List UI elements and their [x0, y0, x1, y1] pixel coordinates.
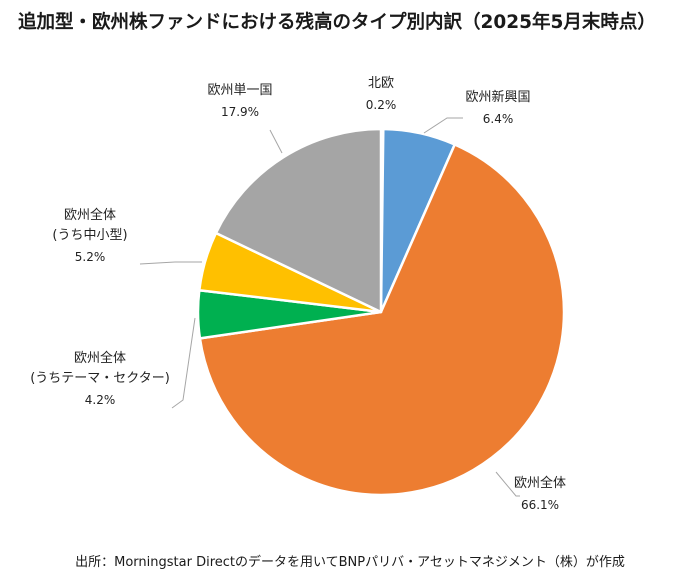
- slice-label-0-0: 北欧: [368, 76, 394, 91]
- chart-title: 追加型・欧州株ファンドにおける残高のタイプ別内訳（2025年5月末時点）: [18, 12, 656, 33]
- source-note: 出所：Morningstar Directのデータを用いてBNPパリバ・アセット…: [75, 555, 625, 570]
- slice-label-4-0: 欧州全体: [64, 207, 116, 223]
- slice-label-5-0: 欧州単一国: [207, 82, 272, 98]
- pie-slice-5: [214, 127, 383, 314]
- leader-line-1: [423, 117, 463, 134]
- slice-value-label-5: 17.9%: [221, 105, 259, 119]
- leader-line-3: [171, 317, 196, 409]
- slice-value-label-1: 6.4%: [483, 112, 514, 126]
- slice-label-2-0: 欧州全体: [514, 475, 566, 491]
- pie-slice-2: [198, 143, 566, 497]
- leader-line-4: [139, 261, 202, 265]
- slice-label-1-0: 欧州新興国: [465, 89, 530, 105]
- slice-value-label-0: 0.2%: [366, 98, 397, 112]
- leader-line-5: [269, 129, 283, 154]
- slice-label-3-1: (うちテーマ・セクター): [30, 371, 170, 386]
- slice-value-label-3: 4.2%: [85, 393, 116, 407]
- slice-value-label-4: 5.2%: [75, 250, 106, 264]
- slice-label-4-1: (うち中小型): [52, 228, 127, 243]
- slice-value-label-2: 66.1%: [521, 498, 559, 512]
- slice-label-3-0: 欧州全体: [74, 350, 126, 366]
- leader-line-2: [495, 471, 520, 497]
